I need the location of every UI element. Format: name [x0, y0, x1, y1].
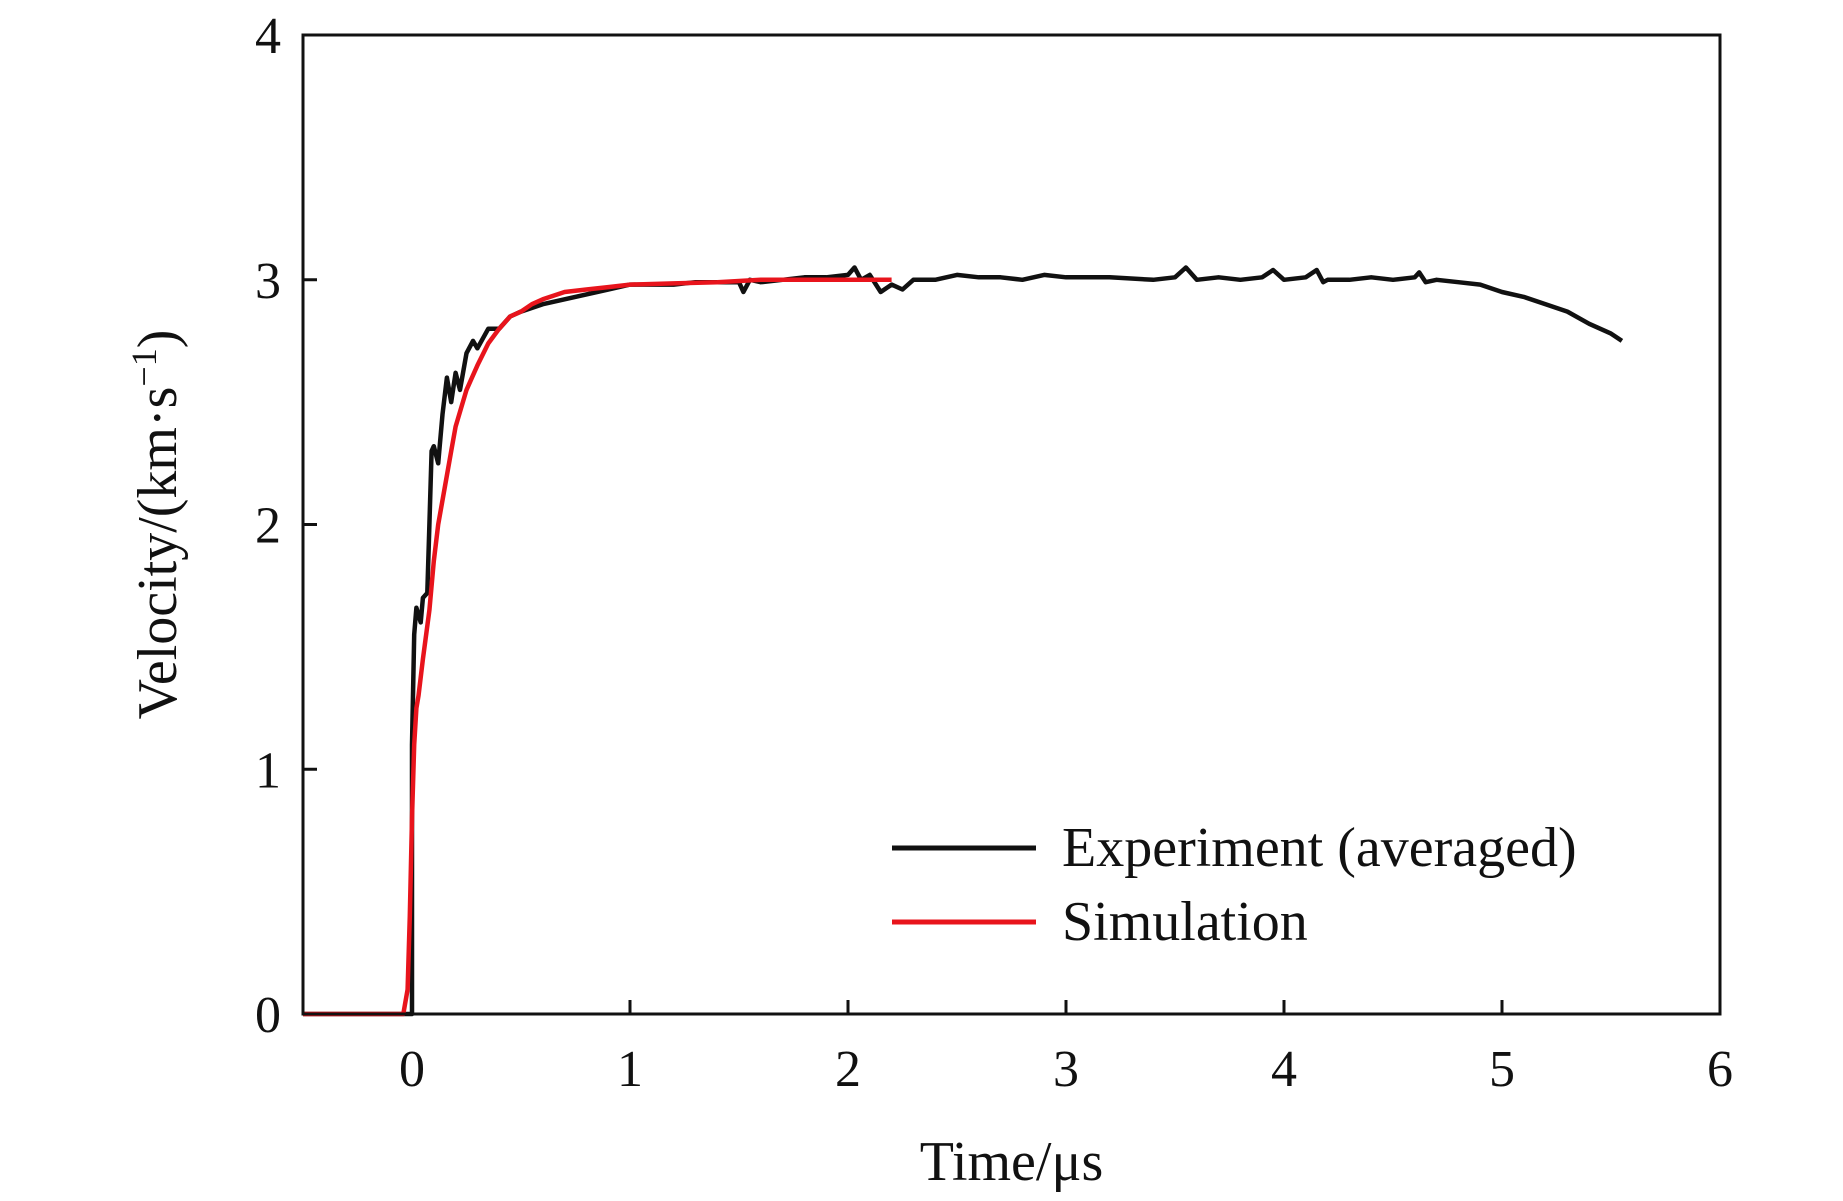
y-tick-label: 0	[255, 987, 281, 1044]
x-tick-label: 5	[1489, 1041, 1515, 1098]
y-tick-label: 4	[255, 8, 281, 65]
y-tick-label: 1	[255, 742, 281, 799]
legend-label: Simulation	[1062, 891, 1308, 953]
x-tick-label: 1	[617, 1041, 643, 1098]
x-axis-title: Time/μs	[920, 1131, 1104, 1193]
x-tick-label: 0	[399, 1041, 425, 1098]
tick-layer: 0 1 2 3 4 5 6 0 1 2 3 4	[255, 8, 1733, 1098]
y-tick-label: 3	[255, 253, 281, 310]
y-tick-label: 2	[255, 498, 281, 555]
legend-label: Experiment (averaged)	[1062, 817, 1577, 879]
y-axis-title: Velocity/(km·s−1)	[124, 330, 189, 720]
x-tick-label: 2	[835, 1041, 861, 1098]
x-tick-label: 3	[1053, 1041, 1079, 1098]
experiment-series-line	[303, 265, 1624, 1017]
legend: Experiment (averaged) Simulation	[892, 817, 1577, 953]
y-axis-title-exponent: −1	[124, 348, 164, 386]
series-layer	[303, 265, 1624, 1017]
simulation-series-line	[303, 277, 892, 1017]
y-axis-title-close: )	[127, 330, 189, 349]
x-tick-label: 6	[1707, 1041, 1733, 1098]
x-tick-label: 4	[1271, 1041, 1297, 1098]
y-axis-title-main: Velocity/(km·s	[127, 387, 189, 720]
